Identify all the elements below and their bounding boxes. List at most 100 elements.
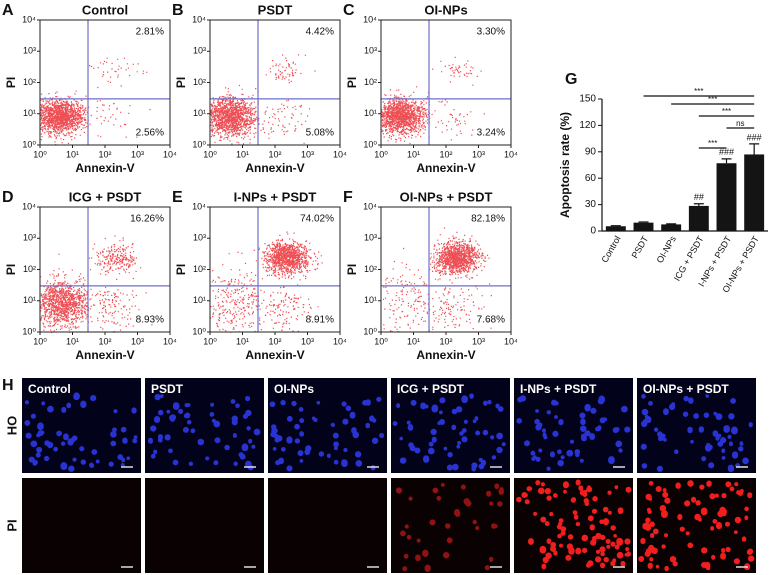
x-axis-label: Annexin-V <box>245 161 304 175</box>
y-tick-label: 10⁴ <box>22 201 36 211</box>
error-bar <box>610 225 621 227</box>
x-tick-label: 10⁴ <box>163 149 177 159</box>
comparison-label: *** <box>722 107 731 116</box>
y-tick-label: 10² <box>23 264 36 274</box>
x-tick-label: 10¹ <box>66 149 79 159</box>
bar-annotation: ## <box>694 192 704 202</box>
x-tick-label: 10⁴ <box>333 336 347 346</box>
x-tick-label: 10¹ <box>407 336 420 346</box>
dead-cells <box>638 480 755 572</box>
row-label: HO <box>4 416 19 436</box>
nuclei <box>640 394 753 473</box>
y-tick-label: 60 <box>585 173 597 184</box>
comparison-label: *** <box>694 87 703 96</box>
event-cloud <box>258 286 319 332</box>
x-axis-label: Annexin-V <box>75 348 134 362</box>
x-tick-label: 10³ <box>472 149 485 159</box>
bar-annotation: ### <box>747 132 762 142</box>
x-tick-label: 10⁰ <box>374 336 388 346</box>
y-axis-label: PI <box>4 77 18 88</box>
y-tick-label: 30 <box>585 199 597 210</box>
comparison-label: ns <box>736 119 744 128</box>
event-cloud <box>89 286 153 333</box>
y-tick-label: 10⁰ <box>363 326 377 336</box>
comparison-label: *** <box>708 95 717 104</box>
panel-title: ICG + PSDT <box>69 189 142 204</box>
panel-label: B <box>172 2 184 19</box>
y-tick-label: 10⁴ <box>363 14 377 24</box>
y-tick-label: 10³ <box>193 46 206 56</box>
y-tick-label: 10⁰ <box>192 326 206 336</box>
bar <box>633 222 654 231</box>
quadrant-label: 8.91% <box>306 315 334 326</box>
y-tick-label: 90 <box>585 146 597 157</box>
y-axis-label: PI <box>174 264 188 275</box>
bar <box>716 163 737 231</box>
x-tick-label: 10¹ <box>236 336 249 346</box>
y-tick-label: 10³ <box>23 233 36 243</box>
x-tick-label: 10⁴ <box>504 336 518 346</box>
bar-annotation: ### <box>719 147 734 157</box>
y-tick-label: 10¹ <box>23 295 36 305</box>
y-tick-label: 10⁰ <box>22 139 36 149</box>
y-tick-label: 10² <box>193 264 206 274</box>
comparison-label: *** <box>708 139 717 148</box>
x-tick-label: 10² <box>439 336 452 346</box>
bar <box>744 154 765 231</box>
column-title: Control <box>28 382 71 396</box>
y-tick-label: 10¹ <box>364 108 377 118</box>
panel-label: E <box>172 189 183 206</box>
event-cloud <box>258 99 311 144</box>
x-tick-label: 10² <box>98 336 111 346</box>
y-tick-label: 10¹ <box>193 295 206 305</box>
error-bar <box>666 223 677 225</box>
y-tick-label: 10² <box>364 264 377 274</box>
quadrant-label: 16.26% <box>130 214 164 225</box>
x-tick-label: 10¹ <box>66 336 79 346</box>
panel-title: OI-NPs <box>424 2 467 17</box>
nuclei <box>269 396 385 472</box>
row-label: PI <box>4 519 19 531</box>
event-cloud <box>432 56 482 86</box>
event-cloud <box>381 86 431 145</box>
y-axis-label: Apoptosis rate (%) <box>558 112 572 218</box>
y-tick-label: 10² <box>364 77 377 87</box>
pi-image <box>268 478 387 573</box>
x-tick-label: 10⁴ <box>333 149 347 159</box>
x-tick-label: 10³ <box>472 336 485 346</box>
x-tick-label: 10⁰ <box>33 336 47 346</box>
event-cloud <box>258 231 323 286</box>
x-tick-label: 10³ <box>131 149 144 159</box>
dead-cells <box>516 479 632 570</box>
y-tick-label: 10¹ <box>364 295 377 305</box>
y-axis-label: PI <box>4 264 18 275</box>
pi-image <box>145 478 264 573</box>
y-tick-label: 10² <box>23 77 36 87</box>
nuclei <box>392 393 506 472</box>
y-tick-label: 10⁴ <box>192 14 206 24</box>
y-tick-label: 10⁴ <box>192 201 206 211</box>
y-axis-label: PI <box>174 77 188 88</box>
y-tick-label: 10³ <box>364 233 377 243</box>
x-axis-label: Annexin-V <box>416 161 475 175</box>
y-tick-label: 10⁰ <box>363 139 377 149</box>
x-tick-label: 10⁰ <box>33 149 47 159</box>
column-title: OI-NPs <box>274 382 314 396</box>
error-bar <box>693 203 704 206</box>
panel-title: I-NPs + PSDT <box>234 189 317 204</box>
column-title: PSDT <box>151 382 184 396</box>
bar <box>661 224 682 231</box>
column-title: OI-NPs + PSDT <box>643 382 729 396</box>
quadrant-label: 7.68% <box>477 315 505 326</box>
x-tick-label: 10⁰ <box>203 149 217 159</box>
x-tick-label: 10³ <box>301 149 314 159</box>
x-tick-label: 10⁰ <box>203 336 217 346</box>
y-tick-label: 10⁴ <box>363 201 377 211</box>
quadrant-label: 2.56% <box>136 128 164 139</box>
dead-cells <box>395 482 504 572</box>
quadrant-label: 2.81% <box>136 27 164 38</box>
quadrant-label: 3.24% <box>477 128 505 139</box>
axis-line <box>601 99 768 232</box>
quadrant-label: 3.30% <box>477 27 505 38</box>
nuclei <box>24 392 138 472</box>
